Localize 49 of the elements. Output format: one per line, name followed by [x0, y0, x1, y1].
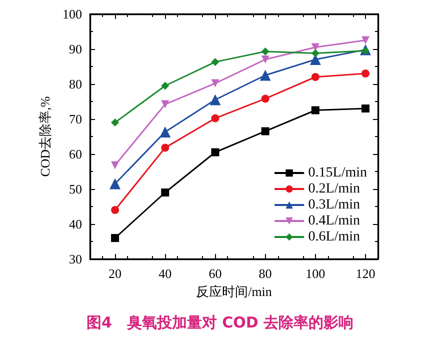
point	[261, 94, 270, 103]
legend-label: 0.2L/min	[308, 182, 360, 196]
x-axis-title: 反应时间/min	[196, 284, 272, 299]
legend-label: 0.15L/min	[308, 166, 368, 180]
x-tick-label: 120	[356, 266, 376, 281]
point	[161, 82, 170, 90]
point	[211, 148, 220, 156]
point	[161, 100, 170, 108]
point	[111, 118, 120, 126]
point	[361, 36, 370, 44]
point	[211, 79, 220, 88]
point	[160, 126, 171, 138]
point	[161, 144, 170, 152]
text: 图4 臭氧投加量对 COD 去除率的影响	[86, 314, 354, 332]
y-tick-label: 80	[69, 76, 82, 92]
point	[311, 73, 320, 81]
point	[361, 70, 370, 78]
point	[111, 206, 120, 214]
x-tick-label: 60	[208, 266, 222, 281]
y-tick-label: 60	[69, 146, 82, 162]
x-tick-label: 80	[258, 266, 272, 281]
y-axis-title: COD去除率,%	[38, 96, 53, 177]
y-tick-label: 100	[62, 6, 82, 22]
x-tick-label: 20	[108, 266, 122, 281]
point	[211, 58, 220, 66]
point	[211, 114, 220, 122]
point	[261, 47, 270, 56]
point	[111, 161, 120, 170]
point	[361, 104, 370, 112]
legend-label: 0.4L/min	[308, 214, 360, 228]
y-tick-label: 90	[69, 42, 82, 56]
legend-label: 0.6L/min	[308, 230, 360, 244]
point	[260, 70, 271, 81]
point	[210, 94, 221, 106]
point	[110, 178, 121, 190]
x-tick-label: 40	[158, 266, 172, 281]
point	[161, 188, 170, 196]
y-tick-label: 70	[69, 112, 82, 126]
y-tick-label: 40	[69, 216, 82, 232]
point	[261, 56, 270, 64]
point	[311, 106, 320, 114]
legend-label: 0.3L/min	[308, 198, 360, 212]
point	[111, 234, 120, 242]
point	[311, 49, 320, 58]
point	[261, 127, 270, 136]
y-tick-label: 50	[69, 182, 82, 196]
y-tick-label: 30	[69, 252, 82, 266]
x-tick-label: 100	[306, 266, 326, 281]
point	[361, 46, 370, 55]
